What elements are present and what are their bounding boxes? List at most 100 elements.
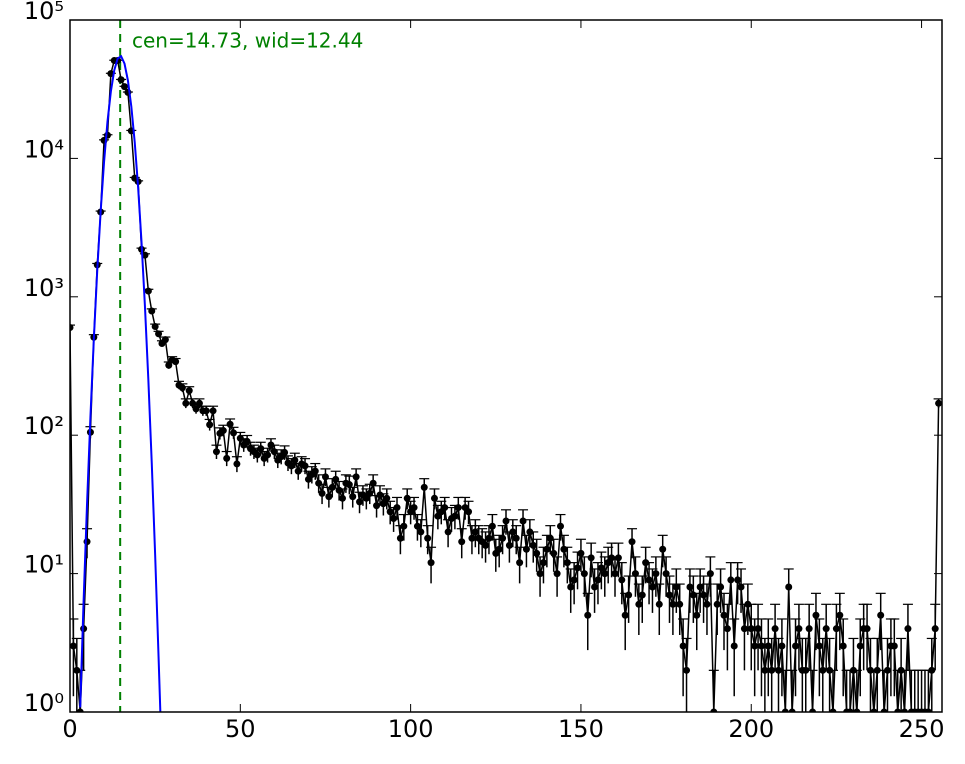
data-point [546,534,554,542]
data-point [226,420,234,428]
data-point [700,591,708,599]
data-point [655,600,663,608]
data-point [846,708,854,712]
data-point [287,462,295,470]
data-point [318,489,326,497]
data-point [652,570,660,578]
data-point [809,708,817,712]
data-point [379,500,387,508]
data-point [740,625,748,633]
data-point [502,517,510,525]
data-point [625,591,633,599]
data-point [424,534,432,542]
data-point [754,625,762,633]
data-point [495,545,503,553]
data-point [666,591,673,599]
data-point [659,545,667,553]
data-point [601,570,609,578]
data-point [839,642,847,650]
data-point [417,528,425,536]
y-tick-label: 10⁴ [24,135,64,163]
data-point [669,600,677,608]
plot-area [70,20,942,712]
data-point [325,493,333,501]
data-point [880,708,888,712]
x-tick-label: 250 [899,715,945,743]
data-point [894,708,902,712]
data-point [335,486,343,494]
data-point [165,361,173,369]
data-point [83,538,91,546]
data-point [713,600,721,608]
data-point [873,666,881,674]
data-point [553,570,561,578]
data-point [672,583,680,591]
data-point [792,642,800,650]
data-point [931,625,939,633]
data-point [441,504,449,512]
data-point [253,451,261,459]
data-point [420,483,428,491]
data-point [693,611,701,619]
data-point [400,522,408,530]
data-point [856,642,864,650]
data-point [121,83,128,91]
y-tick-label: 10² [24,412,64,440]
data-point [148,307,156,315]
data-point [505,541,513,549]
data-point [410,504,418,512]
x-tick-label: 0 [62,715,77,743]
data-point [734,576,742,584]
data-point [482,541,490,549]
data-point [539,559,547,567]
data-point [686,583,694,591]
data-point [676,600,684,608]
data-point [884,666,891,674]
data-point [454,504,462,512]
data-point [890,642,898,650]
data-point [294,467,302,475]
data-point [570,576,578,584]
data-point [519,517,527,525]
data-point [757,642,765,650]
data-point [383,494,391,502]
annotation: cen=14.73, wid=12.44 [132,29,363,53]
data-point [209,407,217,415]
data-point [778,642,786,650]
data-point [155,330,163,338]
data-point [870,708,878,712]
data-point [727,576,735,584]
data-point [536,570,544,578]
data-point [710,708,718,712]
data-point [458,538,466,546]
data-point [321,473,329,481]
data-point [70,324,74,332]
y-tick-label: 10¹ [24,551,64,579]
data-point [488,522,496,530]
y-tick-label: 10⁰ [24,689,64,717]
data-point [853,708,861,712]
data-point [257,445,265,453]
data-point [182,399,190,407]
y-tick-label: 10³ [24,274,64,302]
data-point [563,559,571,567]
data-point [747,625,755,633]
data-point [621,611,629,619]
data-point [444,528,452,536]
data-point [393,504,401,512]
data-point [815,642,823,650]
data-point [243,438,251,446]
data-point [723,625,731,633]
data-point [802,666,810,674]
data-point [775,666,782,674]
data-point [352,473,360,481]
data-point [413,522,421,530]
data-point [928,666,936,674]
data-point [795,625,803,633]
data-point [233,460,241,468]
data-point [645,576,653,584]
data-point [812,611,820,619]
data-point [76,708,84,712]
data-point [172,358,180,366]
data-point [301,462,309,470]
